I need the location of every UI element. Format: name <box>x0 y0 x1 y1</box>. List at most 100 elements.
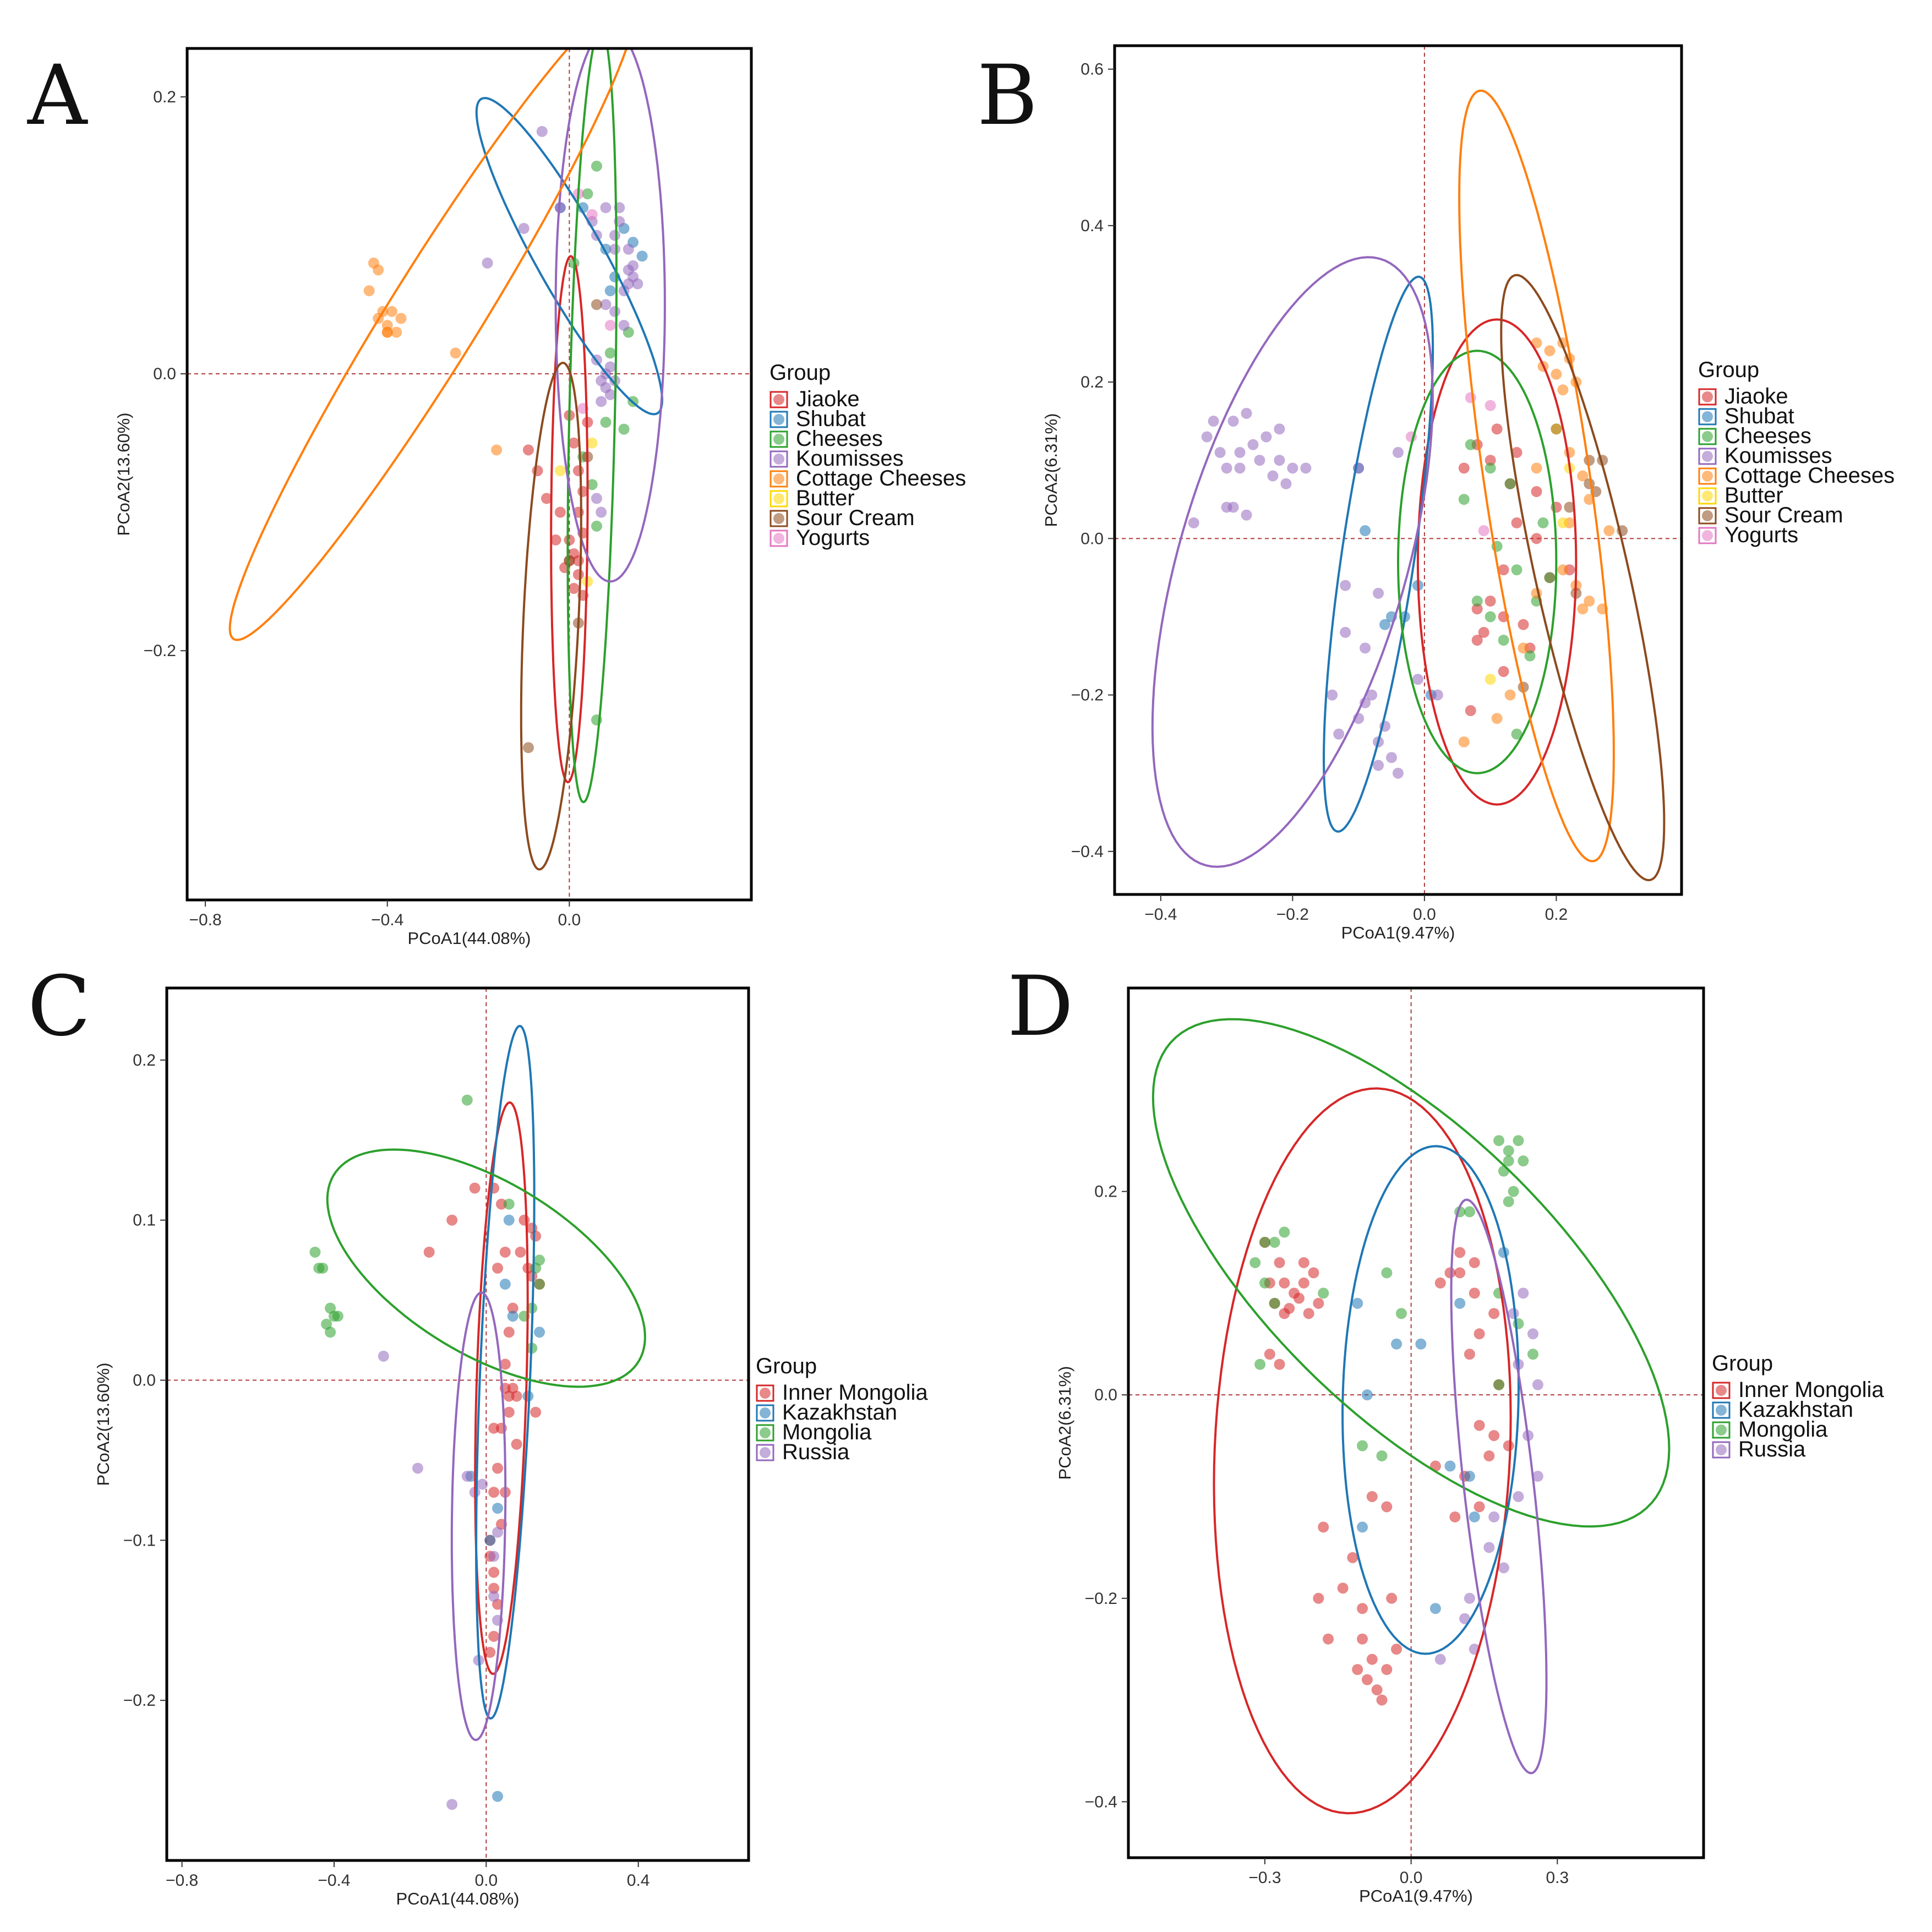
data-point <box>488 1551 500 1562</box>
data-point <box>1308 1267 1319 1279</box>
y-tick-label: 0.2 <box>133 1051 156 1069</box>
data-point <box>1527 1328 1539 1340</box>
data-point <box>492 1526 504 1538</box>
data-point <box>325 1327 336 1338</box>
legend-title: Group <box>1712 1351 1773 1376</box>
data-point <box>1188 517 1199 528</box>
data-point <box>1527 1349 1539 1360</box>
data-point <box>586 209 598 220</box>
data-point <box>1284 1303 1295 1314</box>
data-point <box>1337 1582 1349 1594</box>
data-point <box>623 243 634 255</box>
data-point <box>1234 462 1246 474</box>
data-point <box>1503 1440 1514 1451</box>
series-cottage-cheeses <box>363 257 503 456</box>
data-point <box>1327 689 1338 701</box>
panel-letter: B <box>977 48 1038 144</box>
data-point <box>600 299 612 310</box>
legend-item-butter: Butter <box>769 486 855 510</box>
legend-item-koumisses: Koumisses <box>1698 444 1832 468</box>
plot-frame <box>165 986 750 1862</box>
confidence-ellipse-mongolia <box>1151 1018 1671 1528</box>
data-point <box>604 361 616 373</box>
data-point <box>1274 423 1285 435</box>
data-point <box>1318 1521 1329 1533</box>
data-point <box>1465 392 1476 403</box>
confidence-ellipse-cheeses <box>1396 350 1558 774</box>
data-point <box>591 493 602 504</box>
data-point <box>1513 1491 1524 1502</box>
data-point <box>1464 1592 1475 1604</box>
data-point <box>591 299 602 310</box>
data-point <box>1483 1450 1495 1462</box>
y-tick-label: 0.0 <box>1080 530 1104 548</box>
data-point <box>1357 1440 1368 1451</box>
panel-a: A −0.8 −0.4 0.0 0.2 0.0 −0.2 PCoA1(44.08%) PCoA2… <box>27 47 966 948</box>
data-point <box>1464 1206 1475 1218</box>
data-point <box>1508 1186 1519 1197</box>
data-point <box>530 1230 542 1242</box>
data-point <box>1485 596 1496 607</box>
legend-marker <box>773 513 784 524</box>
legend-title: Group <box>769 361 831 385</box>
confidence-ellipse-cottage-cheeses <box>228 48 628 641</box>
data-point <box>1488 1308 1500 1319</box>
x-tick-label: 0.0 <box>558 911 581 929</box>
data-point <box>1531 486 1542 498</box>
legend-item-kazakhstan: Kazakhstan <box>756 1400 897 1425</box>
data-point <box>477 1478 488 1490</box>
data-point <box>461 1094 473 1106</box>
data-point <box>1333 728 1345 740</box>
data-point <box>1323 1633 1334 1645</box>
data-point <box>636 250 648 262</box>
data-point <box>1603 525 1615 537</box>
data-point <box>532 465 543 477</box>
legend-marker <box>773 414 784 425</box>
y-tick-label: −0.1 <box>123 1531 156 1549</box>
data-point <box>518 223 530 234</box>
data-point <box>1498 564 1509 576</box>
data-point <box>541 493 553 504</box>
legend-label: Kazakhstan <box>1738 1398 1853 1422</box>
data-point <box>492 1262 504 1274</box>
data-point <box>1498 635 1509 646</box>
legend-marker <box>1716 1444 1727 1455</box>
data-point <box>1471 603 1483 615</box>
legend-item-yogurts: Yogurts <box>769 526 870 550</box>
series-sour-cream <box>522 299 602 754</box>
data-point <box>1357 1521 1368 1533</box>
data-point <box>1444 1460 1456 1472</box>
data-point <box>1498 665 1509 677</box>
data-point <box>1564 501 1575 513</box>
data-point <box>554 506 566 518</box>
data-point <box>1458 736 1470 747</box>
legend-label: Mongolia <box>1738 1417 1828 1442</box>
data-point <box>582 188 593 200</box>
data-point <box>1373 587 1384 599</box>
plot-frame <box>1127 986 1705 1859</box>
data-point <box>1415 1338 1427 1350</box>
data-point <box>1491 713 1503 724</box>
y-tick-label: 0.2 <box>1094 1183 1117 1201</box>
data-point <box>1247 439 1259 450</box>
legend-label: Cottage Cheeses <box>1724 463 1895 488</box>
legend-item-cheeses: Cheeses <box>1698 424 1811 448</box>
x-axis-title: PCoA1(9.47%) <box>1359 1886 1473 1906</box>
legend-marker <box>1702 451 1713 462</box>
plot-marks <box>1151 89 1666 882</box>
legend-marker <box>1702 431 1713 442</box>
data-point <box>1459 1613 1471 1624</box>
y-tick-label: 0.0 <box>133 1372 156 1390</box>
data-point <box>1432 689 1443 701</box>
data-point <box>1469 1287 1480 1299</box>
confidence-ellipse-inner-mongolia <box>474 1101 529 1676</box>
data-point <box>1464 1471 1475 1482</box>
data-point <box>1376 1694 1388 1706</box>
data-point <box>309 1246 321 1258</box>
y-tick-label: 0.6 <box>1080 61 1104 79</box>
data-point <box>1241 509 1252 521</box>
data-point <box>1473 1328 1485 1340</box>
data-point <box>1498 1562 1509 1574</box>
data-point <box>317 1262 329 1274</box>
series-russia <box>1434 1287 1543 1665</box>
